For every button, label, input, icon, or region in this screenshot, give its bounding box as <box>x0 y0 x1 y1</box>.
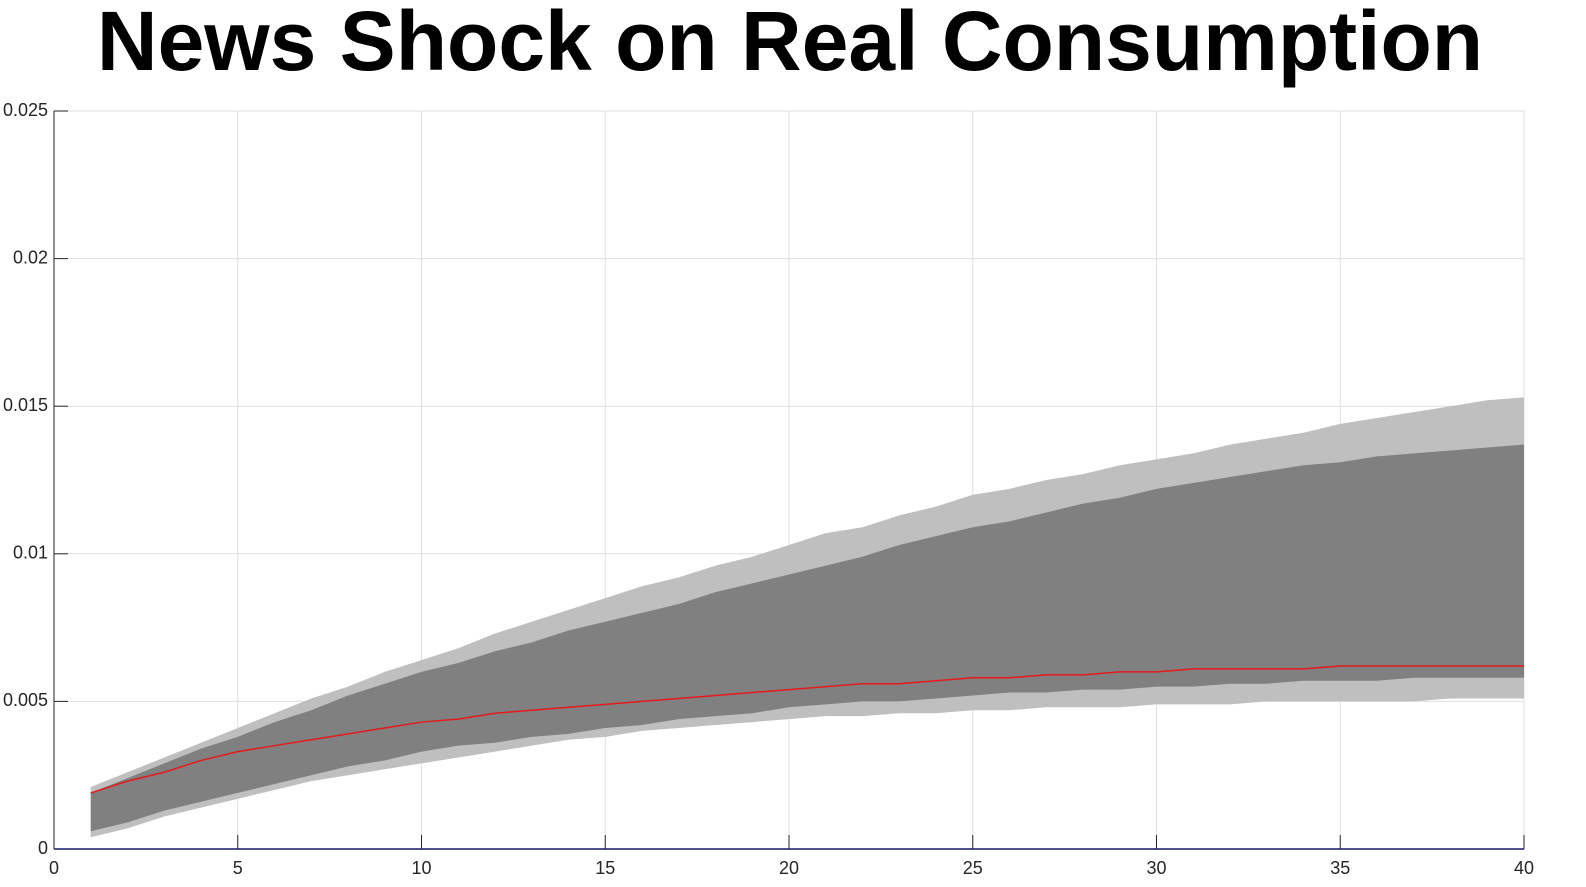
x-tick-label: 5 <box>233 858 243 878</box>
x-tick-label: 10 <box>411 858 431 878</box>
x-tick-label: 15 <box>595 858 615 878</box>
band <box>90 444 1524 832</box>
x-tick-label: 25 <box>963 858 983 878</box>
line <box>90 665 1524 794</box>
x-tick-label: 35 <box>1330 858 1350 878</box>
y-tick-label: 0.005 <box>3 690 48 710</box>
x-tick-label: 30 <box>1146 858 1166 878</box>
chart-title: News Shock on Real Consumption <box>97 0 1483 88</box>
y-tick-label: 0.01 <box>13 543 48 563</box>
y-tick-label: 0.025 <box>3 100 48 120</box>
x-tick-label: 0 <box>49 858 59 878</box>
y-tick-label: 0.015 <box>3 395 48 415</box>
y-tick-label: 0.02 <box>13 247 48 267</box>
x-tick-label: 20 <box>779 858 799 878</box>
x-tick-label: 40 <box>1514 858 1534 878</box>
y-tick-label: 0 <box>38 838 48 858</box>
